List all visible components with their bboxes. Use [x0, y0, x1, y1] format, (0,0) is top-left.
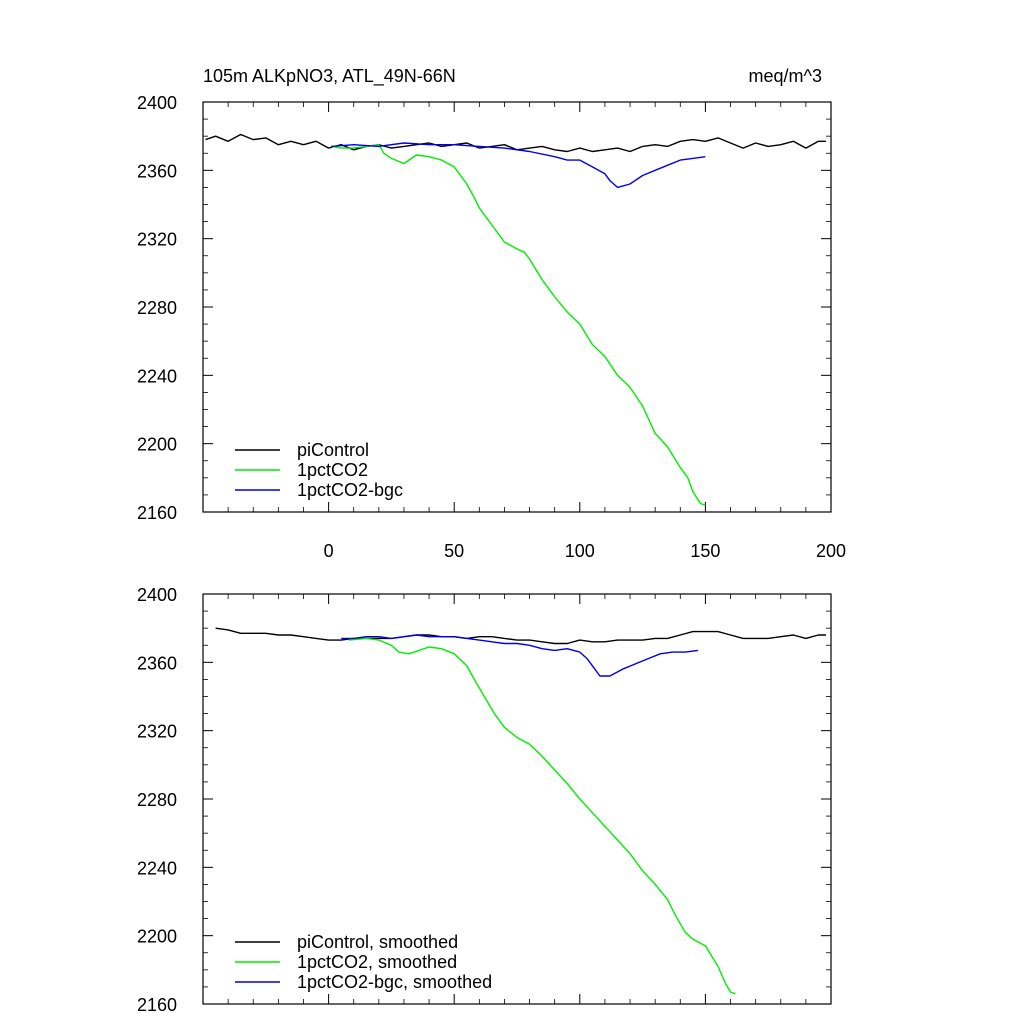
- series-line-1pctco2: [330, 144, 706, 506]
- series-line-1pctco2-smoothed: [348, 637, 736, 995]
- y-tick-label: 2280: [137, 790, 177, 810]
- y-tick-label: 2240: [137, 858, 177, 878]
- y-tick-label: 2240: [137, 366, 177, 386]
- smoothed-panel: 2160 2200 2240 2280 2320 2360 2400 piControl, s…: [137, 585, 832, 1015]
- series-line-1pctco2-bgc-smoothed: [341, 634, 698, 677]
- y-tick-label: 2160: [137, 503, 177, 523]
- legend-label: piControl: [297, 440, 369, 460]
- raw-panel: 0 50 100 150 200 2160 2200 2240 2280 2320 2360 2400…: [137, 93, 846, 561]
- units-label: meq/m^3: [749, 66, 822, 86]
- x-tick-label: 100: [565, 541, 595, 561]
- y-tick-label: 2200: [137, 927, 177, 947]
- y-tick-label: 2360: [137, 653, 177, 673]
- legend-label: 1pctCO2: [297, 460, 368, 480]
- legend-label: 1pctCO2-bgc, smoothed: [297, 972, 492, 992]
- y-tick-label: 2320: [137, 230, 177, 250]
- legend-label: piControl, smoothed: [297, 932, 458, 952]
- y-tick-label: 2200: [137, 435, 177, 455]
- y-tick-label: 2400: [137, 93, 177, 113]
- x-tick-label: 50: [444, 541, 464, 561]
- y-tick-label: 2360: [137, 161, 177, 181]
- chart-title: 105m ALKpNO3, ATL_49N-66N: [203, 66, 456, 87]
- series-line-picontrol-smoothed: [215, 627, 826, 645]
- x-tick-label: 0: [324, 541, 334, 561]
- y-tick-label: 2160: [137, 995, 177, 1015]
- x-tick-label: 200: [816, 541, 846, 561]
- legend-label: 1pctCO2-bgc: [297, 480, 403, 500]
- y-tick-label: 2320: [137, 722, 177, 742]
- legend-label: 1pctCO2, smoothed: [297, 952, 457, 972]
- y-tick-label: 2280: [137, 298, 177, 318]
- y-tick-label: 2400: [137, 585, 177, 605]
- series-line-1pctco2-bgc: [331, 142, 706, 189]
- x-tick-label: 150: [690, 541, 720, 561]
